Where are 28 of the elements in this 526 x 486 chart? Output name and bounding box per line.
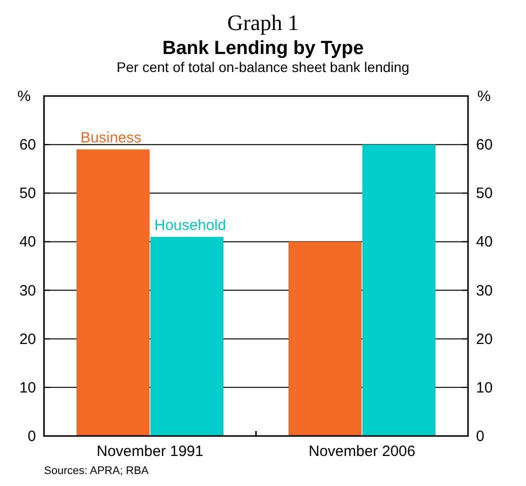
x-tick-label: November 1991 bbox=[96, 443, 204, 460]
y2-tick-label: 20 bbox=[476, 330, 493, 348]
bar bbox=[150, 236, 224, 436]
series-label: Household bbox=[154, 216, 226, 234]
y-tick-label: 50 bbox=[19, 185, 36, 202]
caption: Graph 1 bbox=[227, 10, 299, 35]
y-tick-label: 30 bbox=[19, 282, 36, 300]
y-tick-label: 20 bbox=[19, 330, 36, 348]
bar bbox=[76, 149, 150, 436]
y2-tick-label: 40 bbox=[476, 234, 493, 251]
source-note: Sources: APRA; RBA bbox=[44, 465, 150, 477]
y2-tick-label: 0 bbox=[476, 428, 484, 445]
y2-tick-label: 10 bbox=[476, 379, 493, 396]
y2-tick-label: 60 bbox=[476, 136, 493, 154]
bar bbox=[362, 144, 436, 436]
y-tick-label: 40 bbox=[19, 234, 36, 251]
x-tick-label: November 2006 bbox=[308, 443, 416, 460]
y2-axis-title: % bbox=[477, 88, 491, 105]
y-tick-label: 0 bbox=[28, 428, 36, 445]
y-tick-label: 60 bbox=[19, 136, 36, 154]
chart-subtitle: Per cent of total on-balance sheet bank lending bbox=[116, 59, 410, 75]
series-label: Business bbox=[80, 129, 142, 146]
y-tick-label: 10 bbox=[19, 379, 36, 396]
y-axis-title: % bbox=[17, 88, 31, 105]
chart-title: Bank Lending by Type bbox=[162, 38, 364, 59]
bar bbox=[288, 242, 362, 436]
y2-tick-label: 50 bbox=[476, 185, 493, 202]
y2-tick-label: 30 bbox=[476, 282, 493, 300]
